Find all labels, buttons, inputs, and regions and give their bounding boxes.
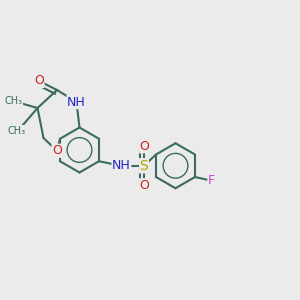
- Text: O: O: [139, 140, 149, 153]
- Text: CH₃: CH₃: [4, 95, 22, 106]
- Text: O: O: [34, 74, 44, 88]
- Text: CH₃: CH₃: [8, 125, 26, 136]
- Text: NH: NH: [67, 95, 86, 109]
- Text: F: F: [208, 173, 215, 187]
- Text: O: O: [139, 179, 149, 192]
- Text: NH: NH: [112, 159, 131, 172]
- Text: S: S: [140, 159, 148, 173]
- Text: O: O: [52, 144, 62, 157]
